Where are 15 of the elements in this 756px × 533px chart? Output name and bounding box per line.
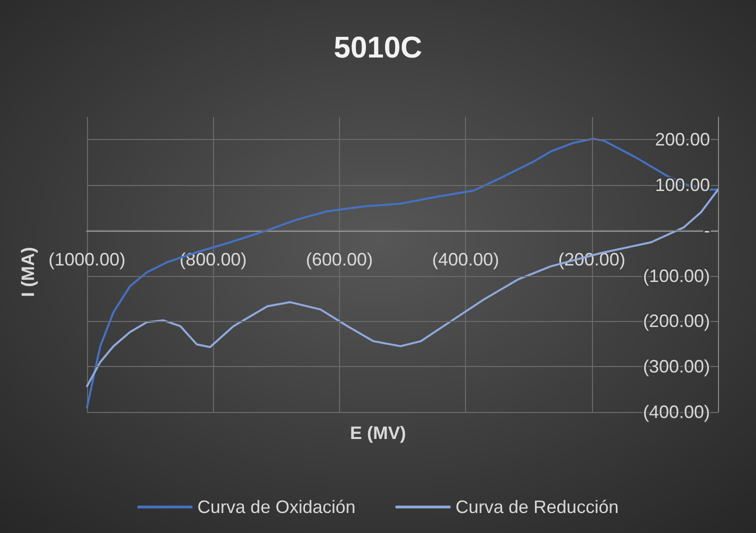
y-tick-label: (200.00)	[642, 311, 710, 332]
x-tick-label: (800.00)	[180, 249, 247, 270]
y-tick-label: (400.00)	[642, 402, 710, 422]
chart-title: 5010C	[334, 32, 422, 64]
legend-label: Curva de Oxidación	[197, 497, 356, 517]
y-axis-title: I (MA)	[18, 247, 38, 297]
y-tick-label: (300.00)	[642, 356, 710, 377]
legend-label: Curva de Reducción	[455, 497, 619, 517]
y-tick-label: 200.00	[654, 130, 710, 150]
y-tick-label: (100.00)	[642, 266, 710, 286]
x-tick-label: (400.00)	[432, 249, 500, 270]
x-tick-label: (600.00)	[306, 249, 373, 270]
x-tick-label: (1000.00)	[48, 249, 126, 270]
x-axis-title: E (MV)	[350, 423, 406, 443]
y-tick-label: -	[704, 220, 710, 240]
